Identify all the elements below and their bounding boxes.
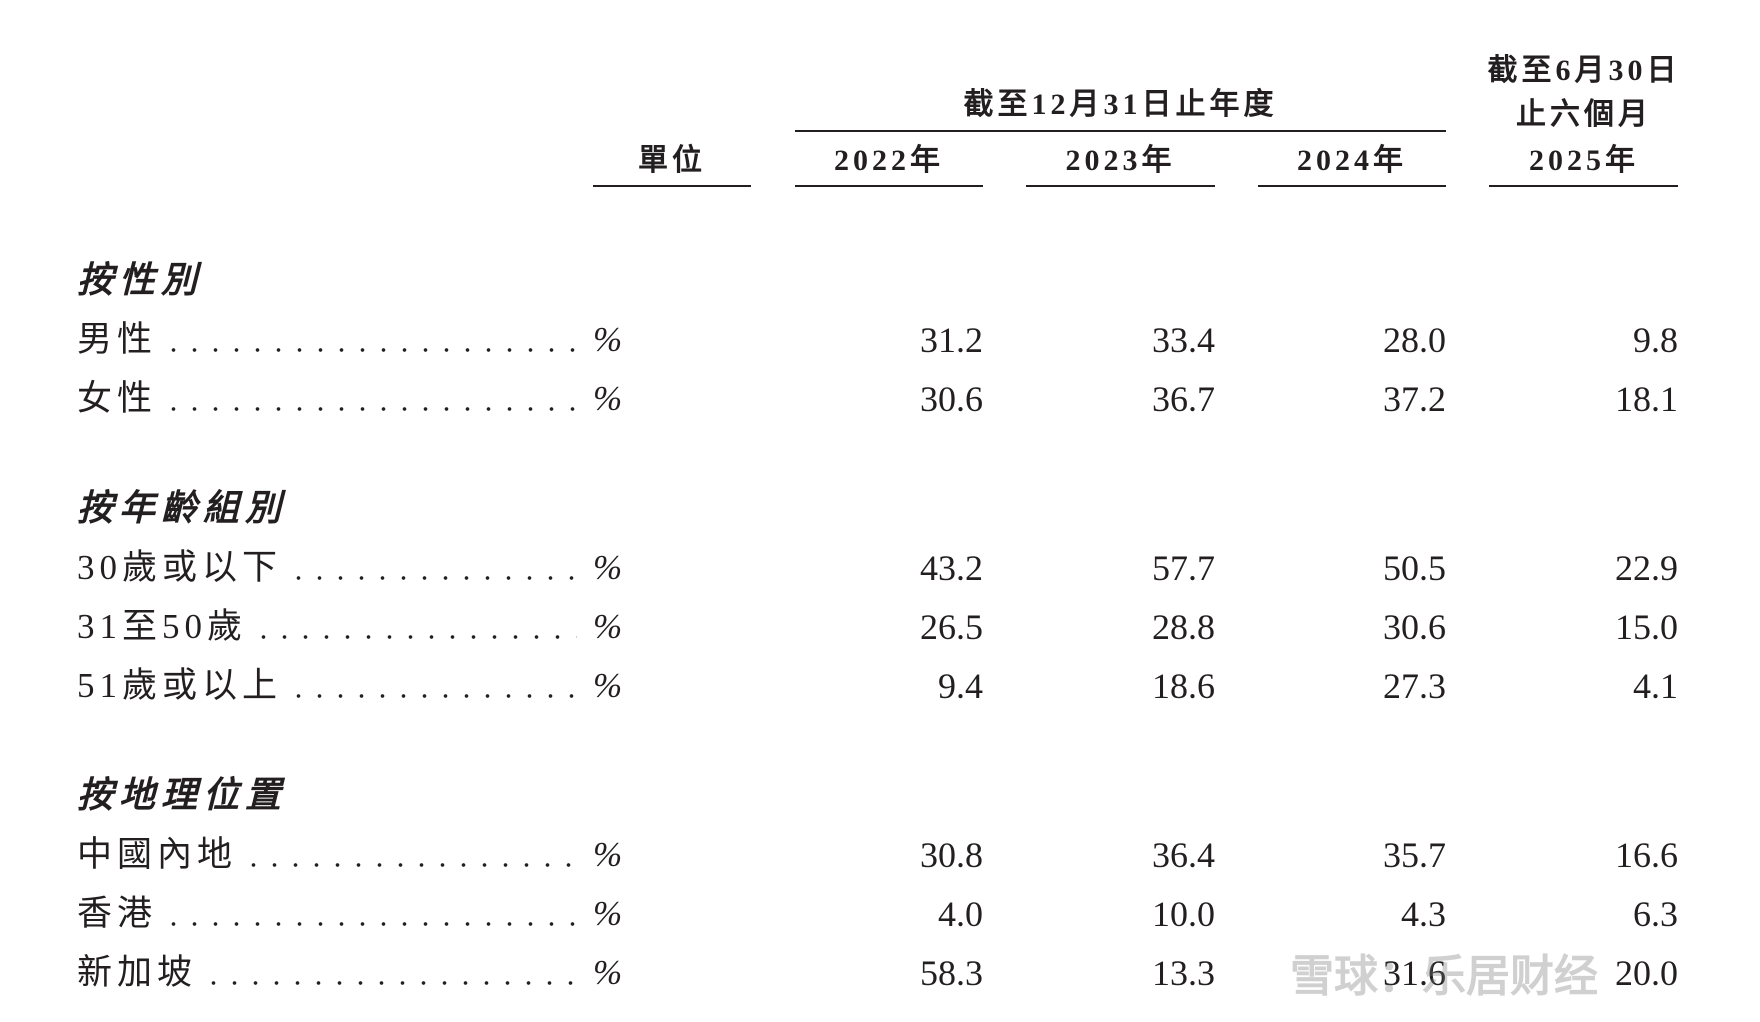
value-cell: 9.8: [1633, 320, 1678, 360]
value-cell: 30.6: [920, 379, 983, 419]
rule: [593, 185, 751, 187]
row-label-line: 31至50歲: [77, 609, 577, 644]
value-cell: 4.3: [1401, 894, 1446, 934]
row-label: 男性: [77, 320, 158, 359]
year-header: 2023年: [1065, 144, 1176, 177]
row-label: 31至50歲: [77, 607, 248, 646]
year-header: 2022年: [834, 144, 944, 177]
value-cell: 31.6: [1383, 953, 1446, 993]
row-label-line: 新加坡: [77, 955, 577, 990]
year-header: 2024年: [1297, 144, 1407, 177]
dot-leader: [163, 347, 577, 353]
value-cell: 58.3: [920, 953, 983, 993]
dot-leader: [288, 575, 577, 581]
value-cell: 13.3: [1152, 953, 1215, 993]
unit-cell: %: [593, 607, 623, 646]
value-cell: 27.3: [1383, 666, 1446, 706]
watermark: 雪球：乐居财经: [1290, 951, 1598, 1002]
dot-leader: [253, 634, 577, 640]
dot-leader: [163, 921, 577, 927]
row-label-line: 中國內地: [77, 837, 577, 872]
interim-header: 截至6月30日: [1487, 54, 1681, 87]
row-label: 30歲或以下: [77, 548, 283, 587]
rule: [1258, 185, 1446, 187]
value-cell: 36.7: [1152, 379, 1215, 419]
unit-cell: %: [593, 666, 623, 705]
value-cell: 30.6: [1383, 607, 1446, 647]
rule: [795, 185, 983, 187]
value-cell: 31.2: [920, 320, 983, 360]
interim-header: 2025年: [1529, 144, 1639, 177]
row-label: 51歲或以上: [77, 666, 283, 705]
row-label: 香港: [77, 894, 158, 933]
rule: [1026, 185, 1215, 187]
section-title: 按地理位置: [77, 775, 288, 815]
section-title: 按性別: [77, 260, 204, 300]
unit-header: 單位: [638, 144, 706, 177]
value-cell: 18.1: [1615, 379, 1678, 419]
value-cell: 22.9: [1615, 548, 1678, 588]
value-cell: 36.4: [1152, 835, 1215, 875]
dot-leader: [288, 693, 577, 699]
dot-leader: [163, 406, 577, 412]
rule: [1489, 185, 1678, 187]
section-title: 按年齡組別: [77, 488, 288, 528]
row-label-line: 男性: [77, 322, 577, 357]
value-cell: 35.7: [1383, 835, 1446, 875]
value-cell: 30.8: [920, 835, 983, 875]
unit-cell: %: [593, 379, 623, 418]
value-cell: 28.8: [1152, 607, 1215, 647]
dot-leader: [203, 980, 577, 986]
interim-header: 止六個月: [1516, 98, 1652, 131]
unit-cell: %: [593, 548, 623, 587]
row-label-line: 香港: [77, 896, 577, 931]
value-cell: 20.0: [1615, 953, 1678, 993]
value-cell: 33.4: [1152, 320, 1215, 360]
dot-leader: [243, 862, 577, 868]
unit-cell: %: [593, 835, 623, 874]
value-cell: 4.1: [1633, 666, 1678, 706]
rule: [795, 130, 1446, 132]
value-cell: 57.7: [1152, 548, 1215, 588]
unit-cell: %: [593, 894, 623, 933]
row-label-line: 30歲或以下: [77, 550, 577, 585]
value-cell: 50.5: [1383, 548, 1446, 588]
value-cell: 28.0: [1383, 320, 1446, 360]
row-label: 新加坡: [77, 953, 198, 992]
row-label: 中國內地: [77, 835, 238, 874]
value-cell: 4.0: [938, 894, 983, 934]
value-cell: 16.6: [1615, 835, 1678, 875]
value-cell: 26.5: [920, 607, 983, 647]
row-label: 女性: [77, 379, 158, 418]
value-cell: 18.6: [1152, 666, 1215, 706]
value-cell: 37.2: [1383, 379, 1446, 419]
row-label-line: 女性: [77, 381, 577, 416]
value-cell: 43.2: [920, 548, 983, 588]
unit-cell: %: [593, 320, 623, 359]
row-label-line: 51歲或以上: [77, 668, 577, 703]
value-cell: 6.3: [1633, 894, 1678, 934]
value-cell: 10.0: [1152, 894, 1215, 934]
period-group: 截至12月31日止年度: [963, 88, 1278, 121]
value-cell: 15.0: [1615, 607, 1678, 647]
unit-cell: %: [593, 953, 623, 992]
value-cell: 9.4: [938, 666, 983, 706]
